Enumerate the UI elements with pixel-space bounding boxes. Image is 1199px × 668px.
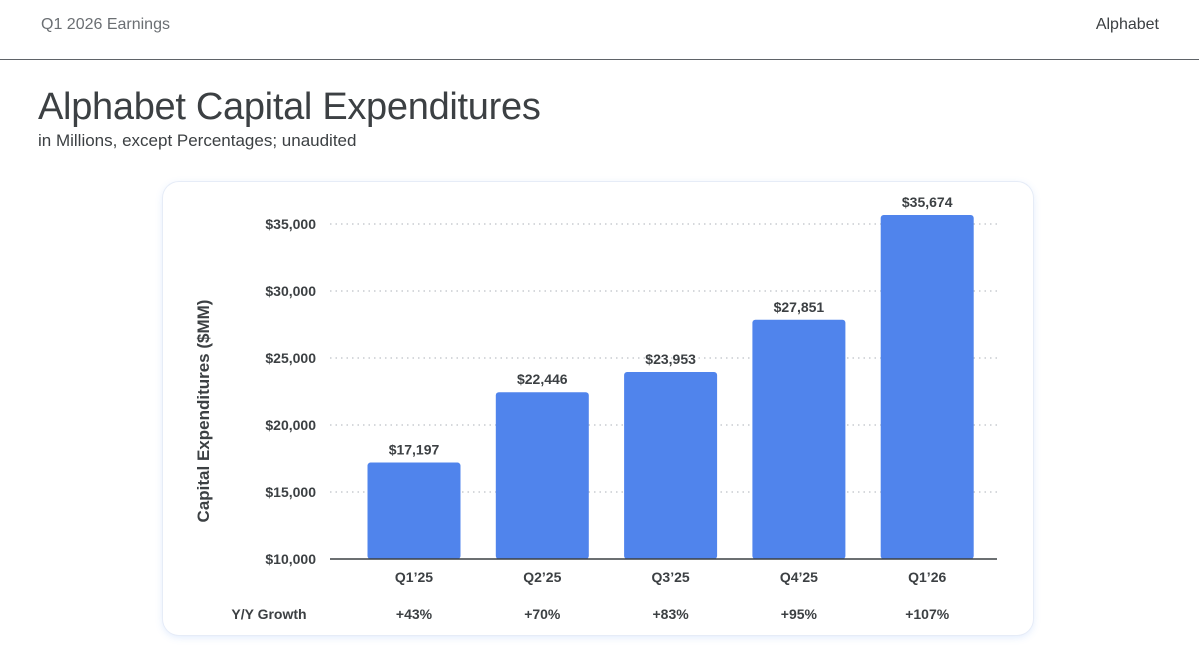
x-tick-label: Q4’25 <box>780 569 818 585</box>
bar-data-label: $22,446 <box>517 371 568 387</box>
growth-value: +43% <box>396 606 433 622</box>
bar-data-label: $23,953 <box>645 351 696 367</box>
bar-data-label: $35,674 <box>902 194 953 210</box>
header-brand-logo: Alphabet <box>1095 16 1159 33</box>
bar <box>624 372 718 559</box>
growth-value: +95% <box>781 606 818 622</box>
bar <box>880 214 974 560</box>
y-tick-label: $20,000 <box>265 417 316 433</box>
growth-value: +83% <box>652 606 689 622</box>
slide-header: Q1 2026 Earnings Alphabet <box>0 0 1199 60</box>
bar-data-label: $17,197 <box>389 442 440 458</box>
bar <box>495 392 589 559</box>
x-tick-label: Q2’25 <box>523 569 561 585</box>
growth-value: +70% <box>524 606 561 622</box>
y-tick-label: $35,000 <box>265 216 316 232</box>
y-tick-label: $25,000 <box>265 350 316 366</box>
bar-data-label: $27,851 <box>774 299 825 315</box>
y-tick-label: $10,000 <box>265 551 316 567</box>
x-tick-label: Q3’25 <box>652 569 690 585</box>
page-subtitle: in Millions, except Percentages; unaudit… <box>38 131 357 150</box>
growth-row-label: Y/Y Growth <box>231 606 306 622</box>
y-tick-label: $15,000 <box>265 484 316 500</box>
y-tick-label: $30,000 <box>265 283 316 299</box>
y-axis-title: Capital Expenditures ($MM) <box>194 300 213 523</box>
x-tick-label: Q1’26 <box>908 569 946 585</box>
bar <box>367 462 461 559</box>
header-earnings-label: Q1 2026 Earnings <box>41 16 170 33</box>
growth-value: +107% <box>905 606 950 622</box>
page-title: Alphabet Capital Expenditures <box>38 86 541 128</box>
bar <box>752 319 846 559</box>
x-tick-label: Q1’25 <box>395 569 433 585</box>
